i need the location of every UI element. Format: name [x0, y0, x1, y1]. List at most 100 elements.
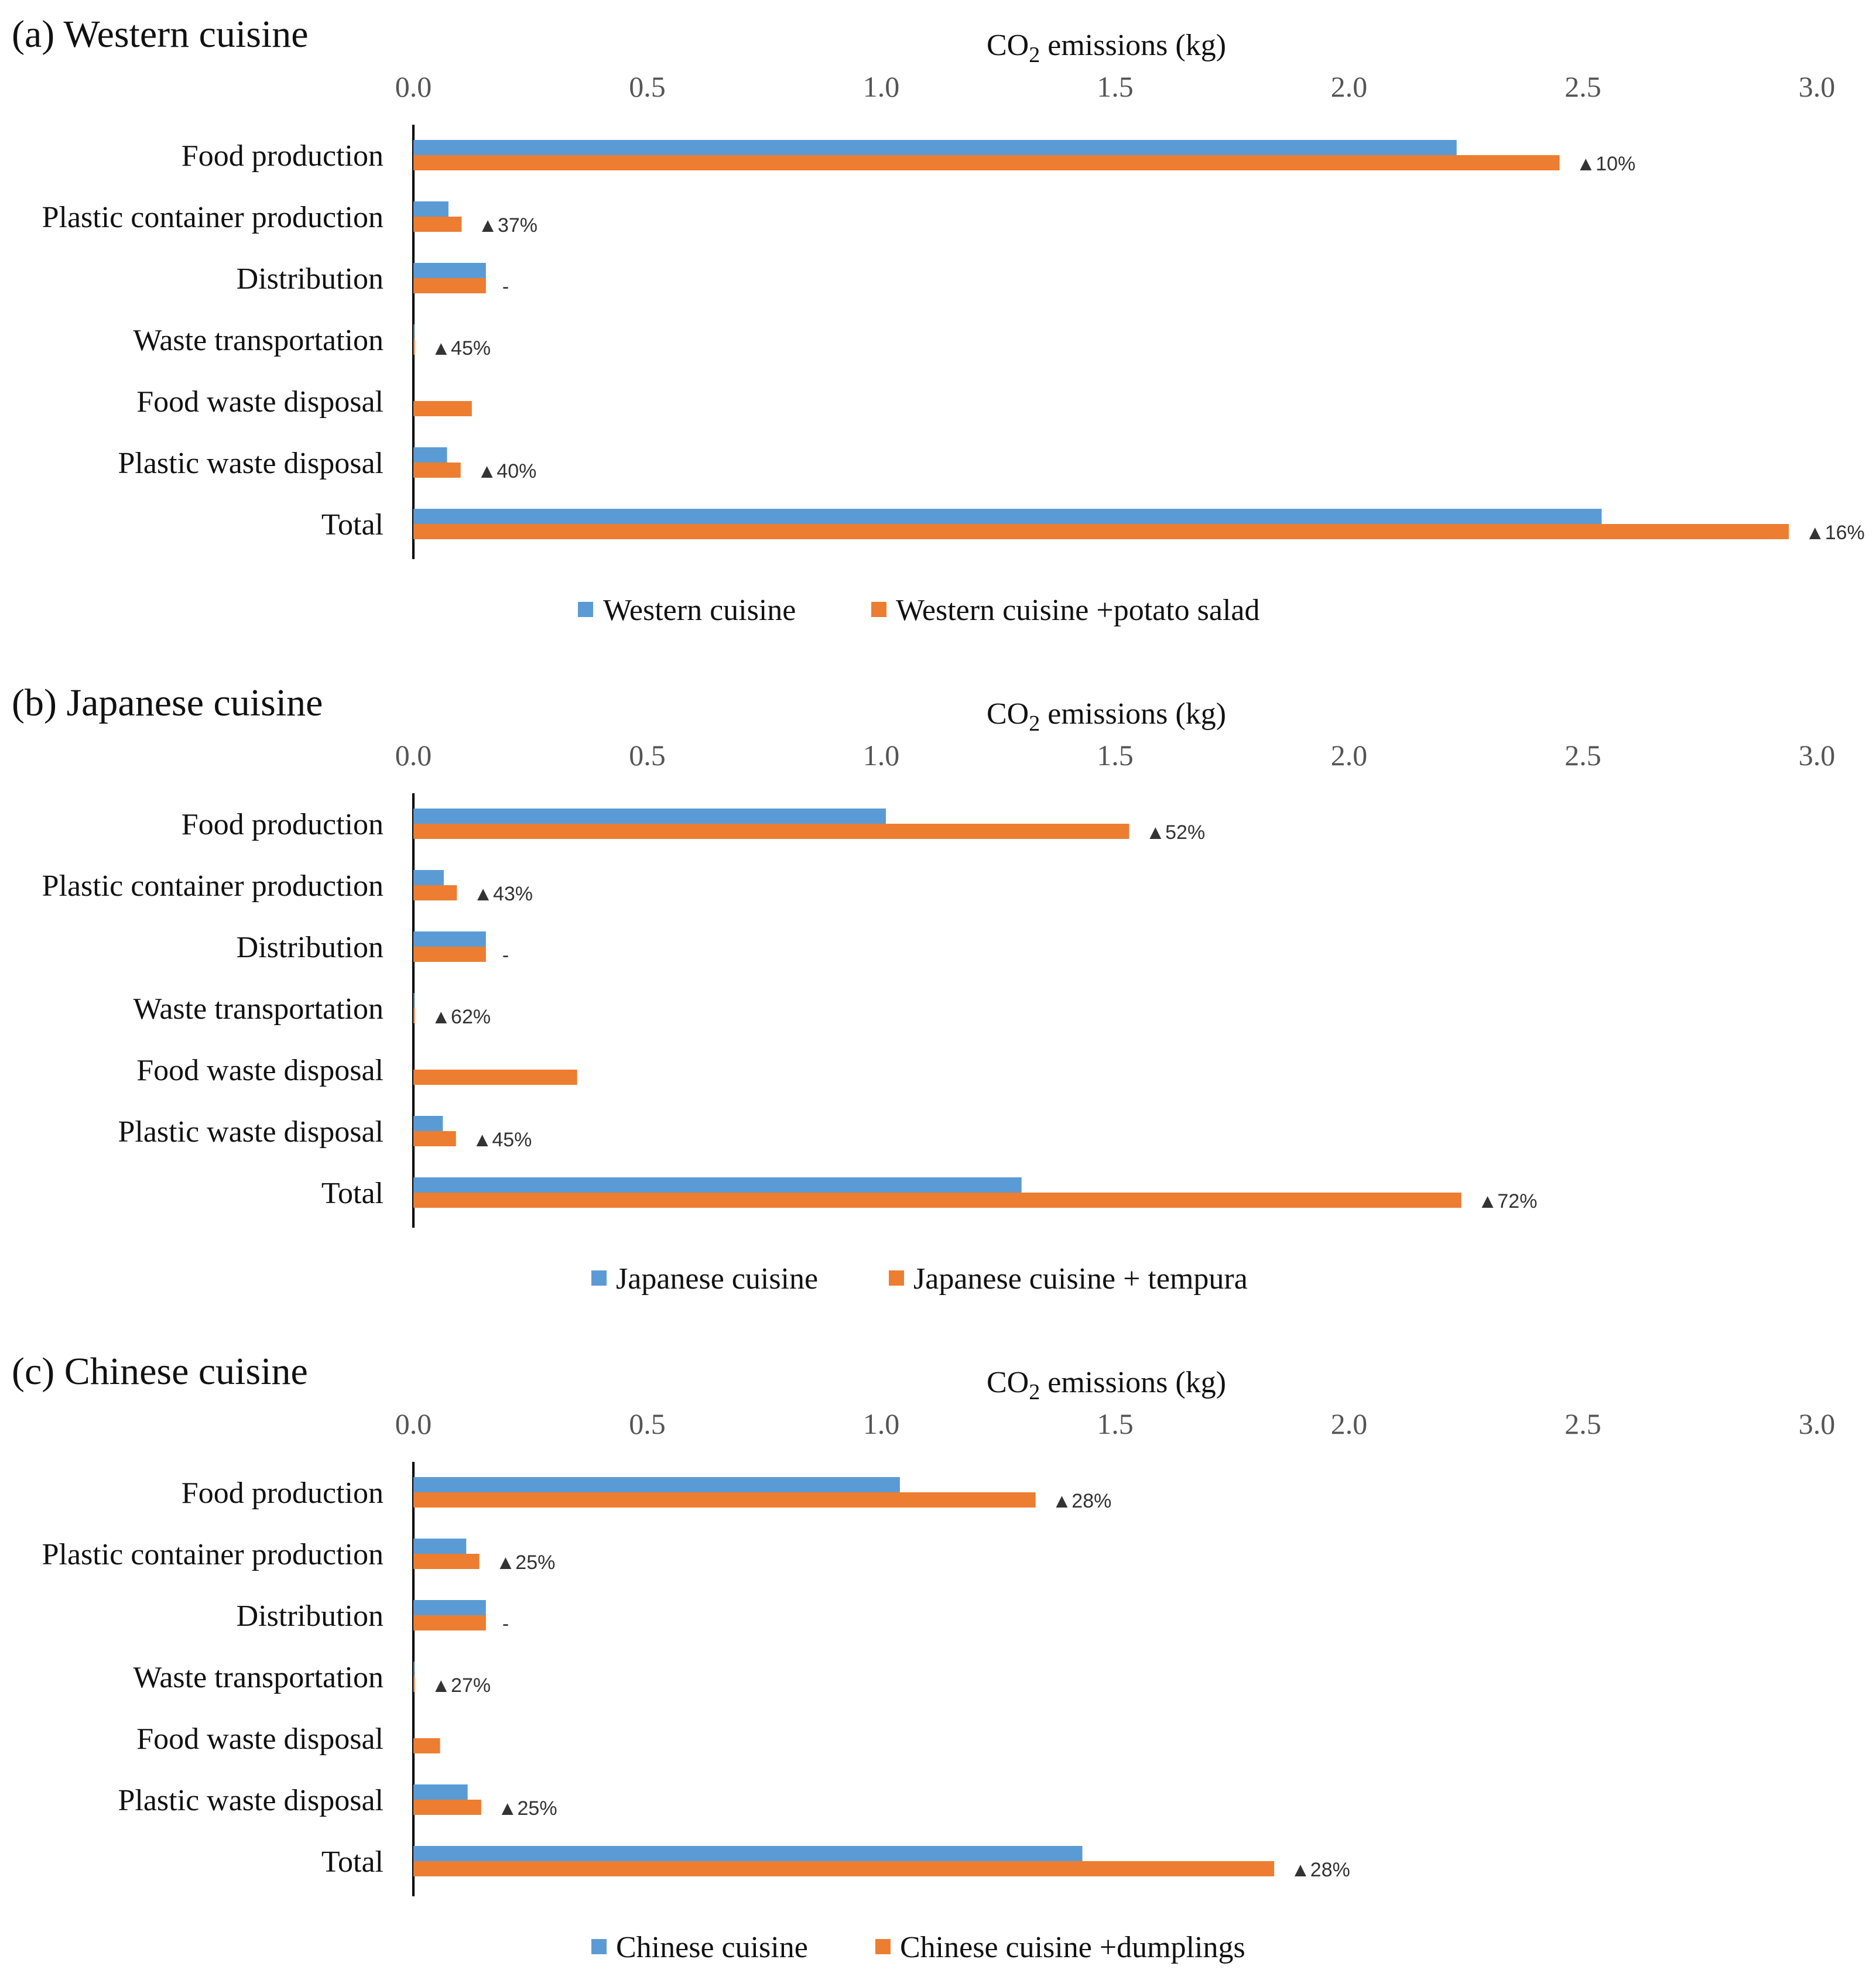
category-label: Food waste disposal	[136, 1054, 384, 1087]
bar-base	[413, 870, 444, 885]
change-annotation: ▲25%	[496, 1551, 556, 1574]
bar-added	[413, 1492, 1036, 1508]
legend-label: Western cuisine	[603, 594, 796, 627]
tick-label: 2.5	[1565, 739, 1601, 772]
bar-base	[413, 1600, 486, 1615]
bar-added	[413, 524, 1789, 539]
bar-base	[413, 201, 449, 217]
axis-title: CO2 emissions (kg)	[987, 29, 1226, 67]
axis-title-rest: emissions (kg)	[1040, 1366, 1226, 1399]
bar-base	[413, 1784, 468, 1800]
bar-added	[413, 217, 462, 232]
bar-base	[413, 993, 415, 1008]
legend-label: Japanese cuisine	[616, 1262, 818, 1296]
panel-title: (b) Japanese cuisine	[12, 681, 323, 724]
tick-label: 3.0	[1799, 739, 1836, 772]
change-annotation: -	[502, 276, 509, 298]
bar-base	[413, 931, 486, 947]
bar-base	[413, 809, 886, 824]
legend-swatch	[591, 1939, 607, 1954]
axis-title: CO2 emissions (kg)	[987, 1366, 1226, 1405]
tick-label: 3.0	[1799, 1407, 1836, 1440]
axis-title-subscript: 2	[1029, 43, 1040, 67]
bar-added	[413, 1131, 456, 1146]
change-annotation: ▲43%	[473, 883, 533, 905]
bar-base	[413, 324, 415, 340]
category-label: Food waste disposal	[136, 1722, 384, 1756]
category-label: Food production	[182, 808, 384, 841]
legend-swatch	[591, 1270, 607, 1286]
bar-added	[413, 885, 457, 900]
panel-title: (c) Chinese cuisine	[12, 1350, 308, 1393]
change-annotation: ▲40%	[477, 460, 537, 482]
bar-base	[413, 1539, 467, 1554]
change-annotation: ▲28%	[1052, 1490, 1112, 1512]
tick-label: 0.0	[395, 1407, 432, 1440]
bar-added	[413, 1193, 1461, 1208]
bar-base	[413, 1846, 1083, 1861]
tick-label: 1.5	[1097, 1407, 1134, 1440]
legend-swatch	[889, 1270, 904, 1286]
bar-base	[413, 447, 447, 463]
tick-label: 3.0	[1799, 70, 1836, 103]
tick-label: 0.0	[395, 70, 432, 103]
axis-title: CO2 emissions (kg)	[987, 697, 1226, 736]
bar-added	[413, 1008, 415, 1023]
category-label: Total	[321, 508, 384, 542]
tick-label: 1.5	[1097, 739, 1134, 772]
category-label: Distribution	[237, 262, 384, 296]
bar-added	[413, 155, 1560, 170]
category-label: Waste transportation	[133, 324, 384, 357]
legend-swatch	[871, 602, 886, 617]
axis-title-main: CO	[987, 1366, 1029, 1399]
chart-panel-0: (a) Western cuisine CO2 emissions (kg) 0.0…	[12, 13, 1865, 627]
axis-title-subscript: 2	[1029, 1380, 1040, 1405]
change-annotation: ▲16%	[1805, 522, 1865, 544]
tick-label: 2.0	[1331, 1407, 1368, 1440]
change-annotation: ▲52%	[1145, 821, 1205, 844]
bar-added	[413, 947, 486, 962]
category-label: Total	[321, 1177, 384, 1210]
bar-added	[413, 1677, 415, 1692]
category-label: Plastic waste disposal	[118, 447, 384, 480]
change-annotation: ▲62%	[431, 1006, 491, 1028]
change-annotation: ▲27%	[431, 1674, 491, 1697]
tick-label: 0.5	[629, 739, 666, 772]
bar-added	[413, 401, 472, 416]
category-label: Plastic waste disposal	[118, 1115, 384, 1149]
category-label: Distribution	[237, 931, 384, 964]
bar-added	[413, 463, 461, 478]
category-label: Food production	[182, 1477, 384, 1510]
tick-label: 0.0	[395, 739, 432, 772]
category-label: Waste transportation	[133, 992, 384, 1026]
tick-label: 0.5	[629, 1407, 666, 1440]
bar-base	[413, 1477, 900, 1492]
chart-panel-2: (c) Chinese cuisine CO2 emissions (kg) 0.0…	[12, 1350, 1835, 1964]
axis-title-main: CO	[987, 29, 1029, 62]
bar-base	[413, 509, 1602, 524]
bar-added	[413, 1615, 486, 1630]
category-label: Food production	[182, 139, 384, 173]
tick-label: 1.0	[863, 739, 900, 772]
legend-label: Chinese cuisine	[616, 1931, 808, 1964]
bar-added	[413, 824, 1129, 839]
bar-added	[413, 1070, 577, 1085]
legend-swatch	[875, 1939, 891, 1954]
change-annotation: ▲45%	[473, 1129, 532, 1151]
bar-added	[413, 1738, 440, 1753]
bar-base	[413, 263, 486, 278]
tick-label: 1.0	[863, 1407, 900, 1440]
tick-label: 2.0	[1331, 739, 1368, 772]
category-label: Plastic container production	[42, 1538, 384, 1571]
bar-base	[413, 1177, 1022, 1193]
bar-added	[413, 1861, 1275, 1876]
axis-title-rest: emissions (kg)	[1040, 697, 1226, 731]
category-label: Plastic waste disposal	[118, 1784, 384, 1817]
category-label: Plastic container production	[42, 869, 384, 903]
change-annotation: -	[502, 944, 509, 967]
legend-label: Western cuisine +potato salad	[896, 594, 1260, 627]
tick-label: 2.0	[1331, 70, 1368, 103]
change-annotation: ▲45%	[431, 337, 491, 359]
axis-title-main: CO	[987, 697, 1029, 731]
legend-swatch	[578, 602, 593, 617]
